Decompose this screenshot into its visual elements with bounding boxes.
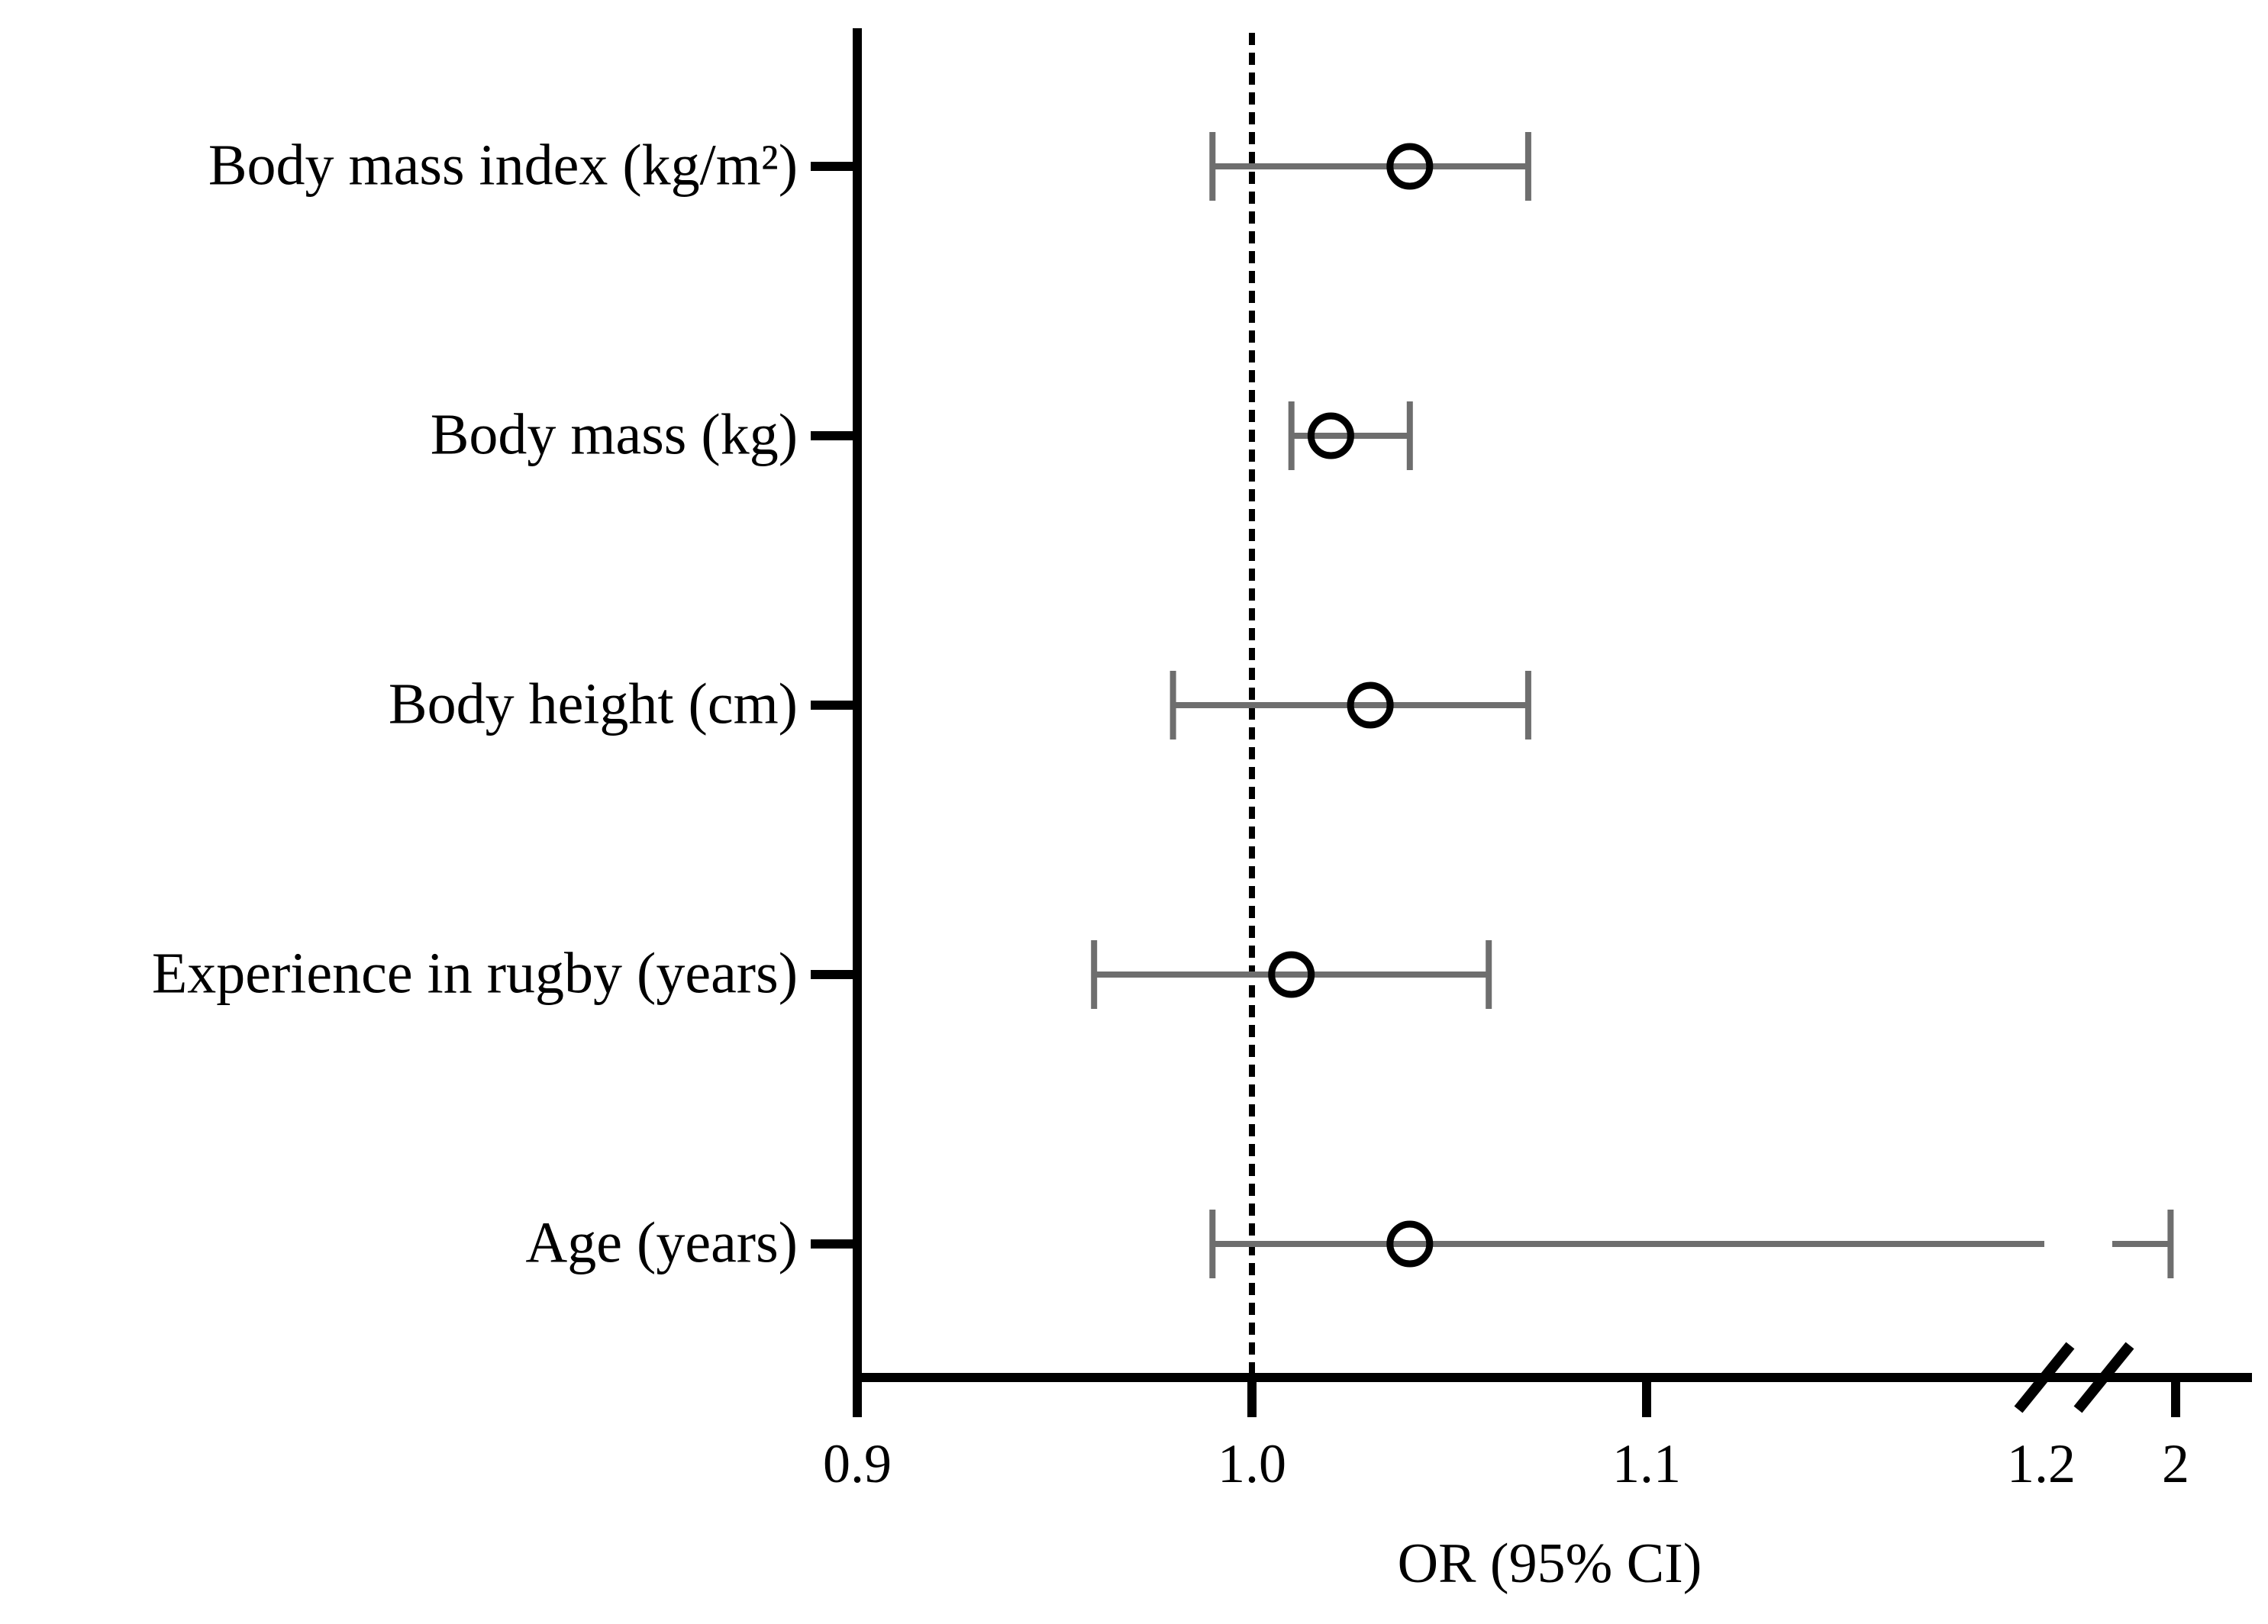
or-marker — [1347, 682, 1394, 729]
axis-break-slash — [2073, 1342, 2134, 1413]
or-marker — [1307, 412, 1354, 459]
row-label-age: Age (years) — [525, 1210, 798, 1275]
or-marker — [1386, 1220, 1434, 1268]
or-marker — [1386, 143, 1434, 190]
row-label-body-height: Body height (cm) — [388, 672, 798, 736]
row-label-experience: Experience in rugby (years) — [151, 941, 798, 1006]
x-tick-0-9: 0.9 — [823, 1433, 892, 1494]
x-axis-title: OR (95% CI) — [1397, 1532, 1702, 1595]
axis-break-slash — [2014, 1342, 2075, 1413]
x-tick-1-1: 1.1 — [1612, 1433, 1681, 1494]
x-tick-2: 2 — [2162, 1433, 2189, 1494]
row-label-body-mass: Body mass (kg) — [430, 402, 798, 467]
row-label-bmi: Body mass index (kg/m²) — [208, 133, 798, 198]
or-marker — [1268, 951, 1315, 998]
x-tick-1-2: 1.2 — [2007, 1433, 2076, 1494]
x-tick-1-0: 1.0 — [1218, 1433, 1286, 1494]
